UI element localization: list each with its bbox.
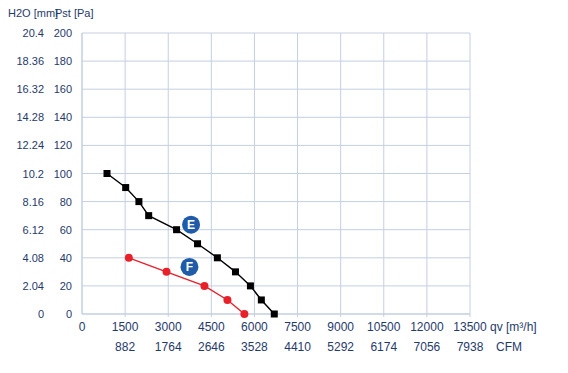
x-tick-label: 7500 (284, 320, 311, 334)
data-point (214, 254, 221, 261)
y-tick-label: 60 (60, 224, 72, 236)
y-grid-line (82, 145, 470, 146)
y2-tick-label: 14.28 (16, 111, 44, 123)
x2-tick-label: 5292 (327, 340, 354, 354)
y-tick-label: 20 (60, 280, 72, 292)
y2-tick (44, 314, 46, 315)
y2-tick (44, 145, 46, 146)
y-tick-label: 100 (54, 168, 72, 180)
data-point (173, 226, 180, 233)
x2-tick-label: 7938 (457, 340, 484, 354)
y2-tick-label: 0 (38, 308, 44, 320)
data-point (125, 254, 133, 262)
y2-axis-label: H2O [mm] (8, 7, 58, 19)
y2-tick (44, 89, 46, 90)
y2-tick (44, 33, 46, 34)
series-line (107, 174, 274, 315)
y-tick-label: 40 (60, 252, 72, 264)
y2-tick (44, 257, 46, 258)
legend-label: F (186, 260, 193, 274)
y2-tick-label: 2.04 (23, 280, 44, 292)
series-badge (180, 258, 198, 276)
legend-label: E (187, 218, 195, 232)
x-tick-label: 9000 (327, 320, 354, 334)
y-grid-line (82, 229, 470, 230)
data-point (258, 296, 265, 303)
data-point (145, 212, 152, 219)
y2-tick (44, 173, 46, 174)
y-grid-line (82, 117, 470, 118)
series-badge (182, 216, 200, 234)
y2-tick-label: 20.4 (23, 27, 44, 39)
data-point (194, 240, 201, 247)
data-point (247, 282, 254, 289)
y-tick-label: 140 (54, 111, 72, 123)
x-axis-label: qv [m³/h] (490, 320, 537, 334)
y2-tick-label: 18.36 (16, 55, 44, 67)
y-tick-label: 200 (54, 27, 72, 39)
y2-tick-label: 8.16 (23, 196, 44, 208)
data-point (200, 282, 208, 290)
y-grid-line (82, 61, 470, 62)
x2-tick-label: 3528 (241, 340, 268, 354)
x-tick-label: 1500 (112, 320, 139, 334)
y2-tick (44, 201, 46, 202)
y-tick-label: 180 (54, 55, 72, 67)
y-tick-label: 120 (54, 139, 72, 151)
chart: 0150030004500600075009000105001200013500… (0, 0, 568, 373)
x-tick-label: 10500 (367, 320, 401, 334)
y2-tick-label: 4.08 (23, 252, 44, 264)
y2-tick-label: 10.2 (23, 168, 44, 180)
y-grid-line (82, 33, 470, 34)
data-point (104, 170, 111, 177)
x-tick-label: 6000 (241, 320, 268, 334)
y-tick-label: 0 (66, 308, 72, 320)
y-grid-line (82, 285, 470, 286)
y2-tick (44, 229, 46, 230)
x2-tick-label: 1764 (155, 340, 182, 354)
x2-tick-label: 6174 (370, 340, 397, 354)
data-point (122, 184, 129, 191)
x-tick-label: 3000 (155, 320, 182, 334)
y-tick-label: 80 (60, 196, 72, 208)
x2-tick-label: 4410 (284, 340, 311, 354)
x2-tick-label: 2646 (198, 340, 225, 354)
x2-tick-label: 7056 (414, 340, 441, 354)
x-tick-label: 13500 (453, 320, 487, 334)
x-tick-label: 4500 (198, 320, 225, 334)
y-axis-label: Pst [Pa] (55, 7, 94, 19)
y2-tick-label: 6.12 (23, 224, 44, 236)
data-layer (104, 170, 278, 318)
y2-tick (44, 61, 46, 62)
data-point (232, 268, 239, 275)
y-grid-line (82, 89, 470, 90)
y2-tick (44, 285, 46, 286)
y-axis-line (82, 33, 83, 314)
y2-tick (44, 117, 46, 118)
series-line (129, 258, 245, 314)
x-grid-line (82, 33, 83, 314)
data-point (223, 296, 231, 304)
data-point (135, 198, 142, 205)
y-grid-line (82, 173, 470, 174)
x-tick-label: 0 (79, 320, 86, 334)
x-tick-label: 12000 (410, 320, 444, 334)
x2-axis-label: CFM (496, 340, 522, 354)
data-point (162, 268, 170, 276)
y-tick-label: 160 (54, 83, 72, 95)
y2-tick-label: 12.24 (16, 139, 44, 151)
y-grid-line (82, 257, 470, 258)
data-point (240, 310, 248, 318)
x2-tick-label: 882 (115, 340, 135, 354)
data-point (271, 311, 278, 318)
grid (44, 33, 470, 317)
y2-tick-label: 16.32 (16, 83, 44, 95)
